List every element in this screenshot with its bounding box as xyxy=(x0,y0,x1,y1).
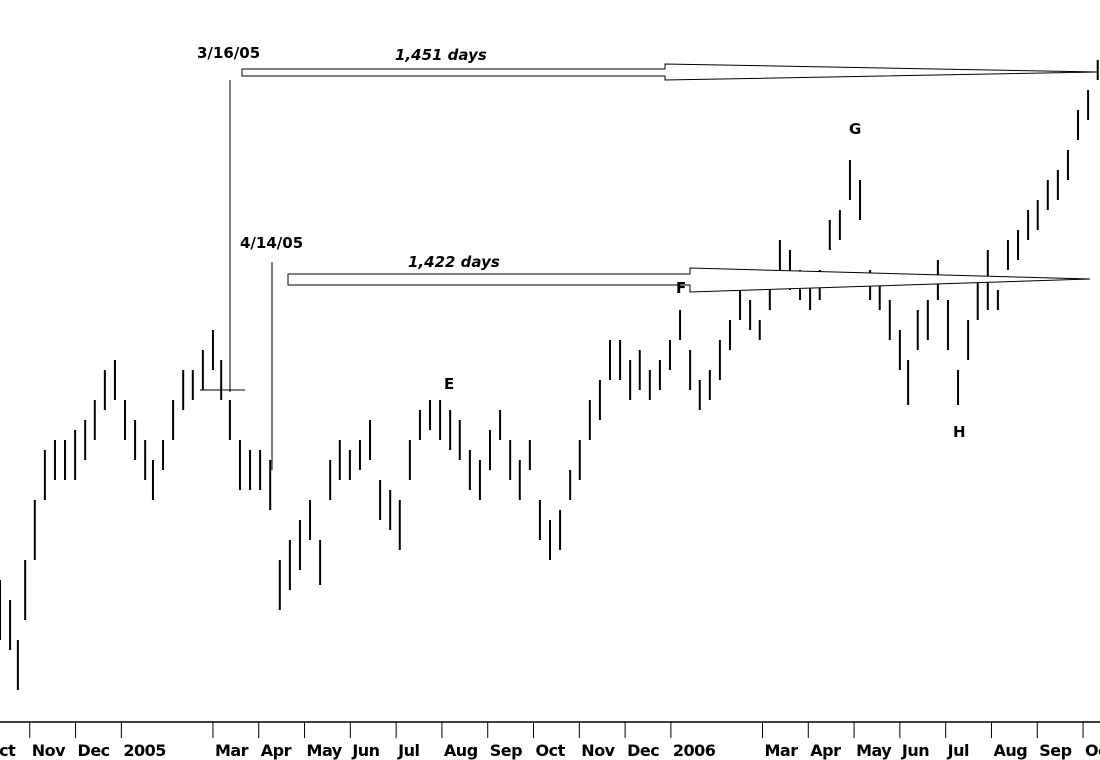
annotation: H xyxy=(953,423,966,441)
annotation: E xyxy=(444,375,454,393)
x-tick-label: Jun xyxy=(351,741,379,760)
x-tick-label: 2005 xyxy=(123,741,166,760)
x-tick-label: Sep xyxy=(490,741,522,760)
annotation: 3/16/05 xyxy=(197,44,260,62)
annotation: F xyxy=(676,279,686,297)
x-tick-label: Aug xyxy=(444,741,478,760)
x-tick-label: Apr xyxy=(810,741,841,760)
x-tick-label: May xyxy=(307,741,343,760)
x-tick-label: Dec xyxy=(78,741,110,760)
x-tick-label: Aug xyxy=(993,741,1027,760)
x-tick-label: Jul xyxy=(947,741,969,760)
span-arrow xyxy=(241,63,1099,81)
x-tick-label: Nov xyxy=(581,741,615,760)
x-tick-label: Jun xyxy=(901,741,929,760)
x-tick-label: Dec xyxy=(627,741,659,760)
x-tick-label: Oct xyxy=(0,741,16,760)
annotation: 1,422 days xyxy=(408,253,500,271)
plot xyxy=(0,60,1099,690)
x-tick-label: Oct xyxy=(536,741,566,760)
annotation: 4/14/05 xyxy=(240,234,303,252)
x-tick-label: Mar xyxy=(215,741,249,760)
x-tick-label: Oct xyxy=(1085,741,1100,760)
x-tick-label: Nov xyxy=(32,741,66,760)
annotation: 1,451 days xyxy=(395,46,487,64)
annotation: G xyxy=(849,120,861,138)
span-arrow xyxy=(287,267,1091,293)
x-tick-label: Mar xyxy=(764,741,798,760)
x-tick-label: 2006 xyxy=(673,741,716,760)
x-tick-label: May xyxy=(856,741,892,760)
x-tick-label: Apr xyxy=(261,741,292,760)
x-tick-label: Sep xyxy=(1039,741,1071,760)
x-tick-label: Jul xyxy=(397,741,419,760)
